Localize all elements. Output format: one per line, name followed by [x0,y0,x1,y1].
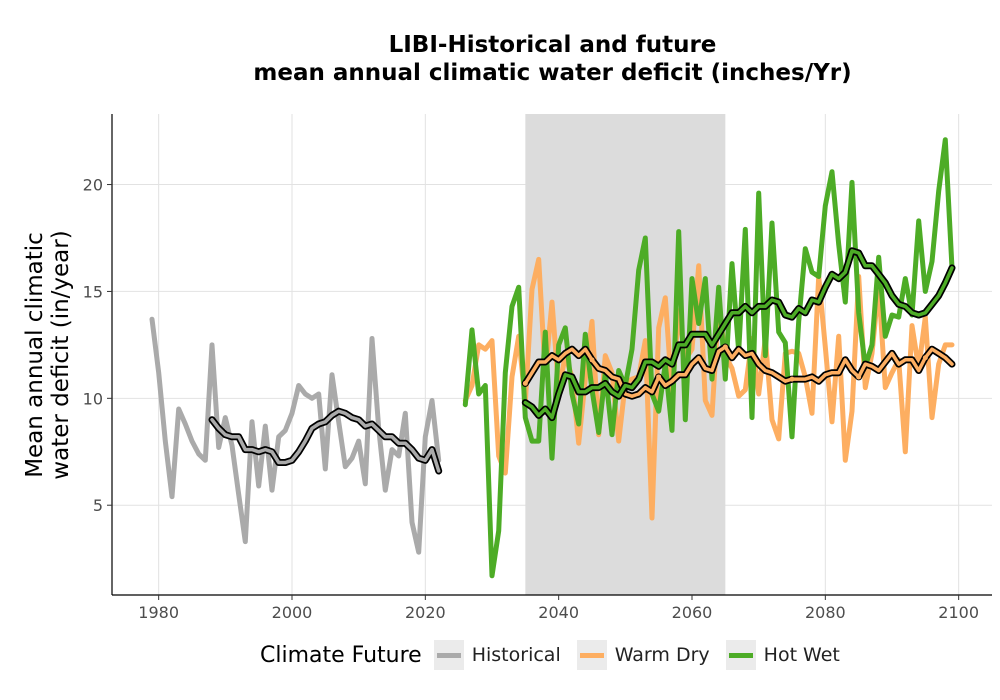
legend-key-historical [433,640,464,670]
y-tick-label: 15 [83,282,103,301]
x-tick-label: 2080 [805,603,846,622]
y-axis-label-line-1: Mean annual climatic [22,232,48,478]
smooth-point-warm-dry [856,374,862,380]
legend-label-historical: Historical [471,644,561,666]
smooth-point-warm-dry [922,355,928,361]
smooth-line-warm-dry [523,345,954,398]
smooth-point-warm-dry [589,357,595,363]
chart-title-line-1: LIBI-Historical and future [388,32,717,58]
smooth-line-historical [210,409,441,473]
smooth-point-warm-dry [722,344,728,350]
y-axis-label-line-2: water deficit (in/year) [48,230,74,480]
legend-label-hot-wet: Hot Wet [763,644,840,666]
smooth-point-warm-dry [656,374,662,380]
x-tick-label: 1980 [138,603,179,622]
x-tick-label: 2000 [272,603,313,622]
series-layer [149,137,956,579]
legend-title: Climate Future [260,642,422,668]
chart-title-line-2: mean annual climatic water deficit (inch… [253,60,852,86]
series-line-historical [149,316,442,555]
series-line-hot-wet [462,137,955,579]
legend-key-warm-dry [576,640,607,670]
x-tick-label: 2060 [672,603,713,622]
legend-label-warm-dry: Warm Dry [614,644,710,666]
smooth-line-hot-wet [523,249,954,420]
y-tick-label: 20 [83,176,103,195]
x-tick-label: 2040 [538,603,579,622]
axis-layer: 1980 2000 2020 2040 2060 2080 2100 5 10 15 20 [83,114,992,622]
y-tick-label: 5 [93,496,103,515]
legend-key-hot-wet [725,640,756,670]
y-tick-label: 10 [83,389,103,408]
x-tick-label: 2020 [405,603,446,622]
y-axis-label: Mean annual climatic water deficit (in/y… [22,95,74,615]
x-tick-label: 2100 [938,603,979,622]
legend: Climate Future Historical Warm Dry Hot W… [260,638,856,672]
smooth-point-warm-dry [522,380,528,386]
smooth-point-warm-dry [789,376,795,382]
